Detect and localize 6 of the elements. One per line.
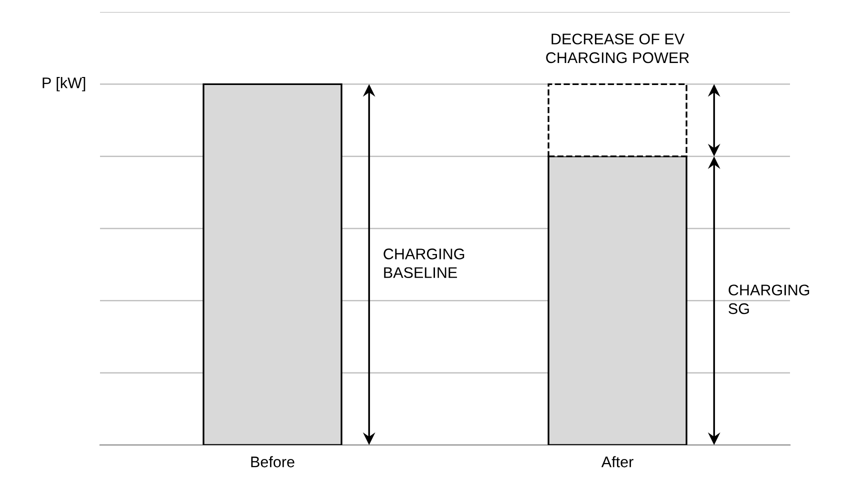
- y-axis-title: P [kW]: [42, 77, 86, 92]
- annotation: CHARGING SG: [728, 284, 810, 314]
- text: DECREASE OF EV CHARGING POWER: [546, 34, 689, 64]
- x-tick-label: Before: [251, 456, 294, 468]
- x-tick-label: After: [601, 456, 634, 468]
- annotation: CHARGING BASELINE: [384, 248, 464, 278]
